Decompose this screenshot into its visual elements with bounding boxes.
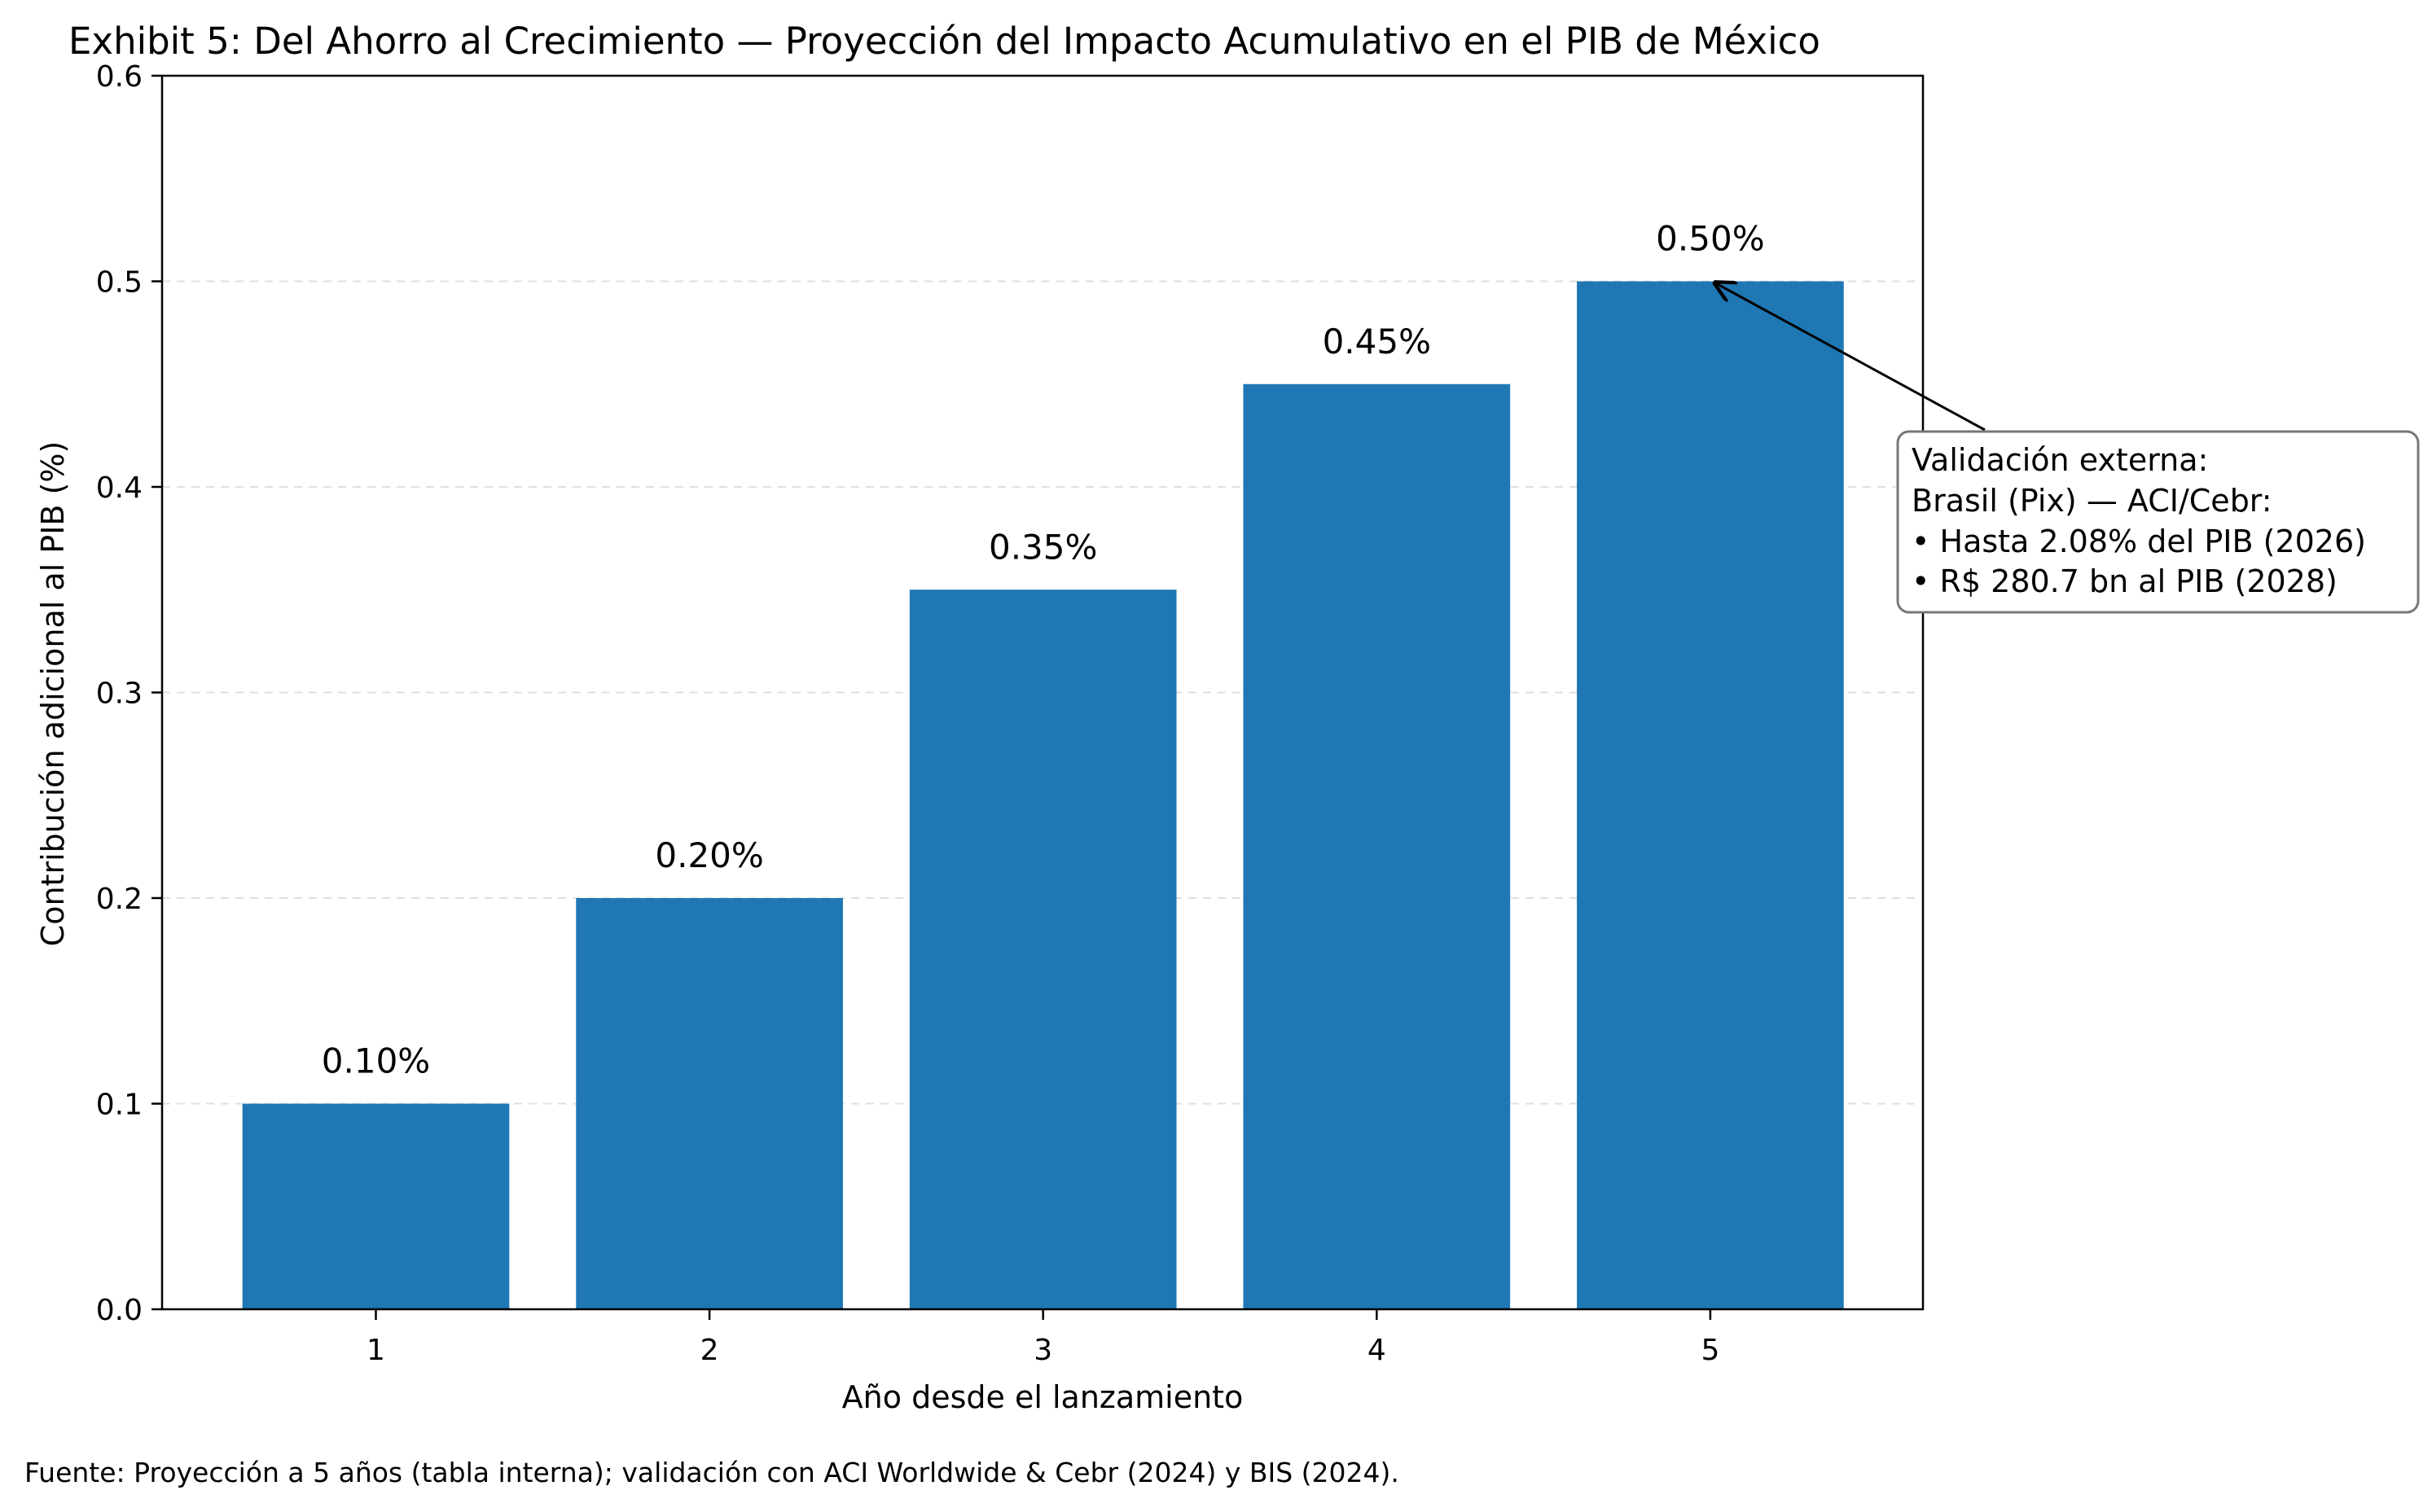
- bar: [1243, 383, 1511, 1309]
- y-tick-label: 0.5: [96, 266, 143, 300]
- x-tick-label: 2: [700, 1334, 719, 1367]
- source-note: Fuente: Proyección a 5 años (tabla inter…: [24, 1457, 1399, 1488]
- bars: [242, 281, 1844, 1309]
- bar: [1577, 281, 1844, 1309]
- y-tick-label: 0.0: [96, 1294, 143, 1327]
- annotation-line-2: Brasil (Pix) — ACI/Cebr:: [1912, 483, 2272, 519]
- y-axis-ticks: 0.0 0.1 0.2 0.3 0.4 0.5 0.6: [96, 60, 162, 1327]
- y-axis-label: Contribución adicional al PIB (%): [35, 441, 71, 947]
- annotation-line-4: • R$ 280.7 bn al PIB (2028): [1912, 563, 2338, 599]
- x-tick-label: 4: [1367, 1334, 1386, 1367]
- bar-value-label: 0.20%: [655, 835, 763, 875]
- annotation-box: [1896, 430, 2420, 614]
- y-tick-label: 0.4: [96, 471, 143, 505]
- bar-value-label: 0.50%: [1656, 219, 1764, 259]
- annotation-line-3: • Hasta 2.08% del PIB (2026): [1912, 524, 2366, 559]
- x-axis-label: Año desde el lanzamiento: [842, 1379, 1244, 1415]
- annotation-callout: Validación externa: Brasil (Pix) — ACI/C…: [1715, 283, 2420, 614]
- chart-title: Exhibit 5: Del Ahorro al Crecimiento — P…: [68, 20, 1820, 63]
- x-tick-label: 5: [1701, 1334, 1719, 1367]
- y-tick-label: 0.1: [96, 1089, 143, 1122]
- y-tick-label: 0.3: [96, 677, 143, 711]
- x-tick-label: 3: [1034, 1334, 1052, 1367]
- bar-value-label: 0.35%: [989, 527, 1097, 567]
- bar: [576, 898, 843, 1309]
- bar-labels: 0.10% 0.20% 0.35% 0.45% 0.50%: [322, 219, 1765, 1081]
- annotation-arrow: [1715, 283, 1986, 432]
- annotation-line-1: Validación externa:: [1912, 442, 2208, 478]
- bar-value-label: 0.45%: [1323, 322, 1431, 362]
- bar-value-label: 0.10%: [322, 1041, 430, 1081]
- y-tick-label: 0.6: [96, 60, 143, 94]
- y-tick-label: 0.2: [96, 883, 143, 916]
- bar: [242, 1103, 510, 1309]
- x-axis-ticks: 1 2 3 4 5: [367, 1309, 1719, 1367]
- bar: [909, 589, 1177, 1309]
- x-tick-label: 1: [367, 1334, 385, 1367]
